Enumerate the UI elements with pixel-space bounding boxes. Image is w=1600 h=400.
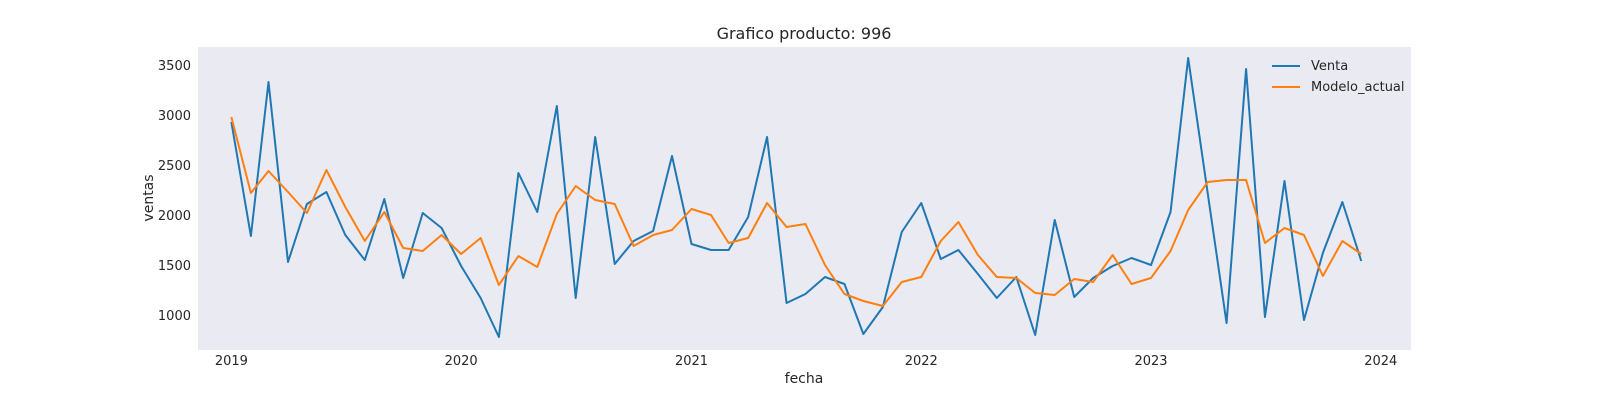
x-tick-label: 2023 (1134, 354, 1167, 369)
x-tick-label: 2021 (675, 354, 708, 369)
y-tick-label: 3500 (158, 59, 191, 74)
legend-label-modelo-actual: Modelo_actual (1311, 80, 1405, 95)
x-axis-ticks: 2019 2020 2021 2022 2023 2024 (215, 354, 1398, 369)
x-tick-label: 2024 (1364, 354, 1397, 369)
y-tick-label: 1000 (158, 309, 191, 324)
y-tick-label: 2500 (158, 159, 191, 174)
x-tick-label: 2019 (215, 354, 248, 369)
x-tick-label: 2020 (445, 354, 478, 369)
series-layer (230, 57, 1363, 338)
y-tick-label: 1500 (158, 259, 191, 274)
y-axis-label: ventas (141, 174, 157, 221)
y-tick-label: 3000 (158, 109, 191, 124)
y-axis-ticks: 1000 1500 2000 2500 3000 3500 (158, 59, 191, 324)
x-axis-label: fecha (785, 371, 824, 387)
x-tick-label: 2022 (905, 354, 938, 369)
y-tick-label: 2000 (158, 209, 191, 224)
legend-label-venta: Venta (1311, 59, 1348, 74)
series-line-venta (230, 57, 1363, 338)
series-line-modelo-actual (230, 116, 1362, 307)
plot-area (198, 47, 1411, 350)
chart-title: Grafico producto: 996 (717, 24, 892, 43)
legend: Venta Modelo_actual (1272, 59, 1405, 95)
